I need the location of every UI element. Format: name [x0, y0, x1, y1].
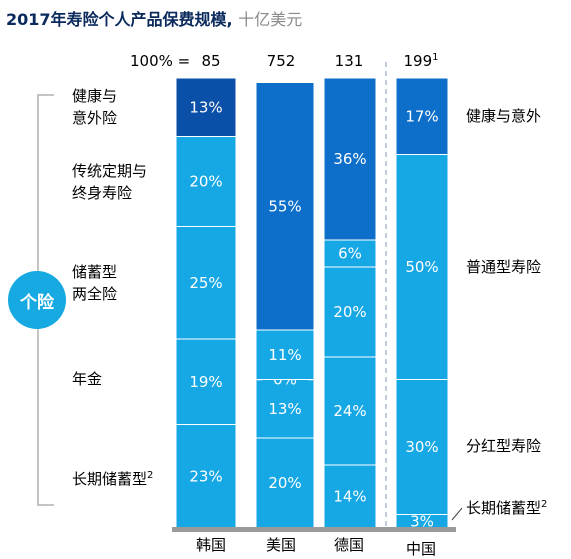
data-label-2-2: 20%	[333, 303, 366, 321]
title-unit: 十亿美元	[238, 10, 303, 29]
bar-segment-3-3	[395, 77, 449, 155]
savings-label-connector	[451, 507, 463, 521]
data-label-1-0: 20%	[268, 474, 301, 492]
bar-segment-0-1	[175, 338, 237, 425]
bar-segment-3-1	[395, 379, 449, 515]
data-label-2-0: 14%	[333, 488, 366, 506]
data-label-3-1: 30%	[405, 438, 438, 456]
bar-segment-2-0	[323, 464, 377, 529]
x-label-korea: 韩国	[195, 536, 226, 554]
total-korea: 85	[201, 52, 221, 70]
data-label-2-4: 36%	[333, 150, 366, 168]
x-label-germany: 德国	[333, 536, 364, 554]
right-category-ordinary-life: 普通型寿险	[466, 258, 542, 276]
data-label-3-2: 50%	[405, 258, 438, 276]
right-category-participating-life: 分红型寿险	[466, 437, 542, 455]
data-label-3-3: 17%	[405, 107, 438, 125]
bar-segment-3-2	[395, 154, 449, 380]
data-label-0-4: 13%	[189, 98, 222, 116]
right-category-long-term-savings: 长期储蓄型2	[466, 499, 548, 517]
individual-insurance-badge: 个险	[8, 271, 66, 329]
data-label-2-1: 24%	[333, 402, 366, 420]
data-label-1-1: 13%	[268, 400, 301, 418]
data-label-3-0: 3%	[410, 512, 434, 530]
total-germany: 131	[334, 52, 364, 70]
bar-segment-1-4	[255, 82, 315, 331]
bar-segment-0-0	[175, 424, 237, 529]
total-label: 100% =	[130, 52, 191, 70]
left-category-long-term-savings: 长期储蓄型2	[72, 470, 154, 488]
data-label-0-2: 25%	[189, 274, 222, 292]
data-label-0-3: 20%	[189, 173, 222, 191]
data-label-1-3: 11%	[268, 346, 301, 364]
total-usa: 752	[266, 52, 296, 70]
bar-segment-2-3	[323, 239, 377, 268]
bar-segment-0-3	[175, 136, 237, 227]
left-category-annuity: 年金	[72, 370, 103, 388]
data-label-2-3: 6%	[338, 245, 362, 263]
data-label-0-0: 23%	[189, 467, 222, 485]
x-label-usa: 美国	[265, 536, 296, 554]
x-label-china: 中国	[405, 540, 436, 558]
data-label-0-1: 19%	[189, 373, 222, 391]
baseline	[172, 527, 456, 532]
left-category-endowment: 储蓄型 两全险	[72, 263, 118, 303]
total-china: 1991	[403, 52, 439, 70]
title-text: 2017年寿险个人产品保费规模,	[6, 10, 233, 29]
bar-segment-1-3	[255, 329, 315, 380]
left-category-term-whole-life: 传统定期与 终身寿险	[72, 162, 148, 202]
left-category-health: 健康与 意外险	[72, 87, 118, 127]
chart-title: 2017年寿险个人产品保费规模, 十亿美元	[6, 6, 302, 30]
bar-segment-0-2	[175, 226, 237, 340]
data-label-1-4: 55%	[268, 197, 301, 215]
bar-segment-0-4	[175, 77, 237, 137]
bar-segment-2-4	[323, 77, 377, 241]
right-category-health-accident: 健康与意外	[466, 107, 542, 125]
bar-segment-2-2	[323, 266, 377, 358]
